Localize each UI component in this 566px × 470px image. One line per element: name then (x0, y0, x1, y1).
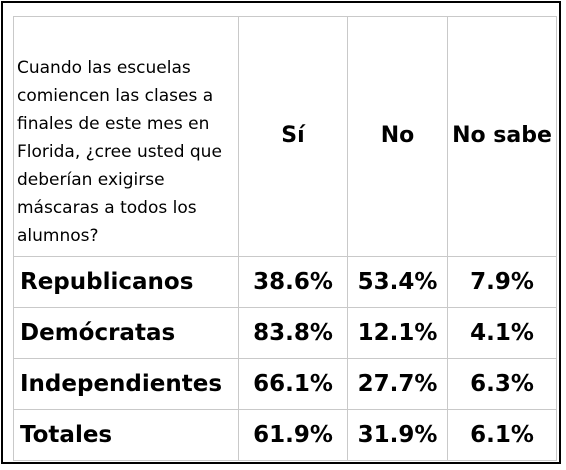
row-label: Republicanos (13, 255, 239, 308)
column-header-si: Sí (238, 16, 348, 257)
table-row: Republicanos 38.6% 53.4% 7.9% (13, 255, 557, 308)
table-frame: Cuando las escuelas comiencen las clases… (1, 1, 561, 464)
value-cell: 31.9% (347, 408, 448, 462)
value-cell: 12.1% (347, 306, 448, 359)
value-cell: 6.3% (447, 357, 557, 410)
row-label: Demócratas (13, 306, 239, 359)
value-cell: 53.4% (347, 255, 448, 308)
row-label: Independientes (13, 357, 239, 410)
poll-table: Cuando las escuelas comiencen las clases… (13, 16, 557, 462)
header-row: Cuando las escuelas comiencen las clases… (13, 16, 557, 257)
table-row: Totales 61.9% 31.9% 6.1% (13, 408, 557, 462)
value-cell: 83.8% (238, 306, 348, 359)
value-cell: 27.7% (347, 357, 448, 410)
value-cell: 38.6% (238, 255, 348, 308)
column-header-no: No (347, 16, 448, 257)
survey-question: Cuando las escuelas comiencen las clases… (13, 16, 239, 257)
value-cell: 7.9% (447, 255, 557, 308)
table-row: Independientes 66.1% 27.7% 6.3% (13, 357, 557, 410)
value-cell: 61.9% (238, 408, 348, 462)
row-label: Totales (13, 408, 239, 462)
value-cell: 4.1% (447, 306, 557, 359)
value-cell: 6.1% (447, 408, 557, 462)
table-row: Demócratas 83.8% 12.1% 4.1% (13, 306, 557, 359)
value-cell: 66.1% (238, 357, 348, 410)
column-header-no-sabe: No sabe (447, 16, 557, 257)
